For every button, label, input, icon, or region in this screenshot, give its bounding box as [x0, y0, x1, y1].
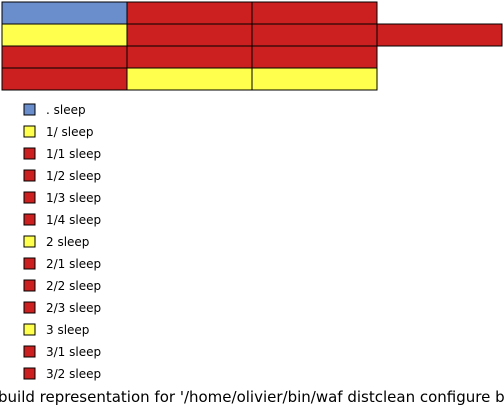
legend-label-5: 1/4 sleep	[46, 213, 101, 227]
legend-label-7: 2/1 sleep	[46, 257, 101, 271]
legend-label-11: 3/1 sleep	[46, 345, 101, 359]
grid-cell-r0-c2	[251, 1, 378, 25]
legend-swatch-5	[23, 213, 36, 226]
grid-cell-r0-c0	[1, 1, 128, 25]
legend-label-2: 1/1 sleep	[46, 147, 101, 161]
grid-cell-r2-c1	[126, 45, 253, 69]
legend-label-3: 1/2 sleep	[46, 169, 101, 183]
grid-cell-r3-c0	[1, 67, 128, 91]
legend-label-12: 3/2 sleep	[46, 367, 101, 381]
legend-swatch-12	[23, 367, 36, 380]
grid-cell-r0-c1	[126, 1, 253, 25]
task-grid	[1, 1, 503, 91]
grid-cell-r3-c1	[126, 67, 253, 91]
legend-swatch-7	[23, 257, 36, 270]
grid-cell-r1-c2	[251, 23, 378, 47]
legend-label-0: . sleep	[46, 103, 86, 117]
legend-label-4: 1/3 sleep	[46, 191, 101, 205]
legend-swatch-1	[23, 125, 36, 138]
legend-label-10: 3 sleep	[46, 323, 89, 337]
legend-swatch-11	[23, 345, 36, 358]
grid-cell-r1-c0	[1, 23, 128, 47]
legend-swatch-6	[23, 235, 36, 248]
legend-swatch-2	[23, 147, 36, 160]
legend-swatch-4	[23, 191, 36, 204]
legend-swatch-9	[23, 301, 36, 314]
grid-cell-r2-c2	[251, 45, 378, 69]
grid-cell-r1-c1	[126, 23, 253, 47]
legend-swatch-8	[23, 279, 36, 292]
grid-cell-r3-c2	[251, 67, 378, 91]
legend-swatch-10	[23, 323, 36, 336]
legend-swatch-0	[23, 103, 36, 116]
legend-swatch-3	[23, 169, 36, 182]
grid-cell-r1-c3	[376, 23, 503, 47]
grid-cell-r2-c0	[1, 45, 128, 69]
legend-label-8: 2/2 sleep	[46, 279, 101, 293]
legend: . sleep 1/ sleep 1/1 sleep 1/2 sleep 1/3 sle…	[23, 103, 101, 381]
diagram-caption: build representation for '/home/olivier/…	[0, 388, 504, 406]
legend-label-1: 1/ sleep	[46, 125, 93, 139]
legend-label-9: 2/3 sleep	[46, 301, 101, 315]
legend-label-6: 2 sleep	[46, 235, 89, 249]
